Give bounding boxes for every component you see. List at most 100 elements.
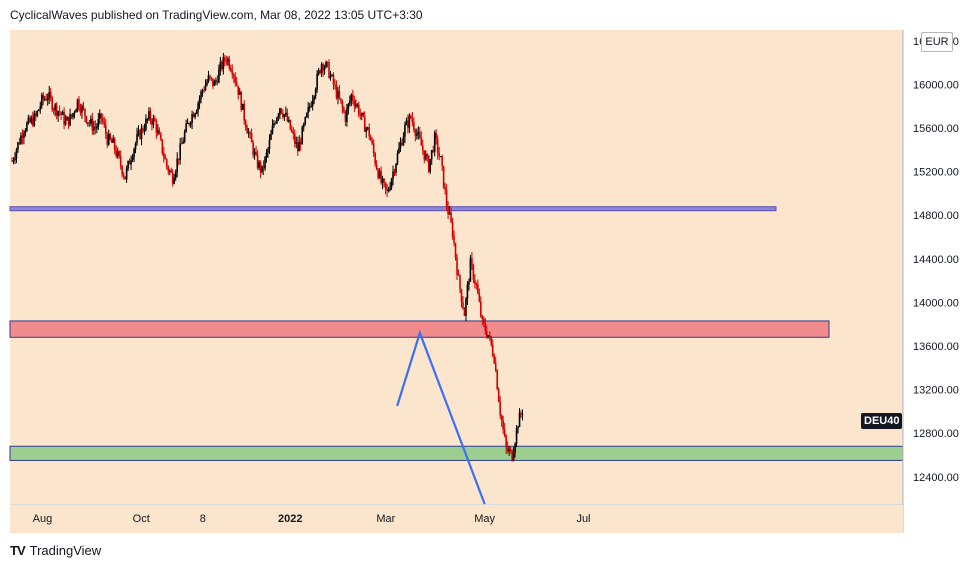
candle [332, 72, 335, 90]
candle [296, 136, 299, 156]
candle [218, 64, 220, 84]
candle [180, 137, 183, 145]
candle [279, 107, 281, 120]
candle [288, 116, 290, 123]
candle [286, 108, 289, 123]
candle [88, 119, 91, 127]
x-tick-label: 2022 [278, 513, 302, 525]
candle [267, 147, 269, 158]
candle [472, 263, 475, 284]
candle [445, 184, 448, 212]
candle [189, 121, 192, 128]
candle [471, 252, 473, 271]
candle [21, 129, 24, 145]
candle [305, 112, 308, 118]
candle [67, 116, 70, 129]
candle [356, 103, 359, 108]
candle [146, 117, 149, 124]
candle [58, 105, 61, 117]
y-tick-label: 15200.00 [913, 167, 959, 179]
candle [113, 137, 116, 155]
candle [512, 446, 515, 462]
candle [115, 145, 117, 159]
candle [334, 79, 336, 90]
candle [419, 126, 421, 140]
candle [40, 92, 43, 109]
candle [387, 186, 390, 193]
candle [372, 139, 375, 157]
candle [238, 87, 241, 95]
candle [429, 159, 432, 175]
candle [24, 128, 27, 137]
y-tick-label: 12800.00 [913, 428, 959, 440]
candle [475, 282, 478, 290]
candle [46, 93, 49, 106]
candle [371, 137, 373, 146]
candle [43, 95, 46, 102]
y-tick-label: 14800.00 [913, 210, 959, 222]
y-axis-area[interactable] [904, 30, 977, 533]
candle [363, 111, 366, 132]
candle [93, 120, 95, 135]
candle [291, 125, 293, 133]
candle [325, 60, 327, 69]
candle [319, 69, 321, 75]
candle [112, 135, 115, 143]
candle [104, 119, 107, 139]
candle [231, 64, 234, 79]
candle [322, 62, 324, 77]
x-axis-area[interactable] [10, 505, 903, 533]
candle [384, 182, 387, 195]
candle [293, 129, 296, 148]
candle [99, 109, 101, 125]
candle [73, 110, 76, 119]
candle [404, 121, 406, 143]
candle [183, 129, 186, 144]
candle [343, 106, 345, 114]
y-tick-label: 16000.00 [913, 79, 959, 91]
candle [11, 157, 13, 162]
candle [197, 101, 199, 117]
candle [444, 182, 446, 195]
candle [374, 151, 376, 167]
candle [45, 93, 48, 102]
publish-header: CyclicalWaves published on TradingView.c… [10, 8, 423, 22]
candle [221, 60, 223, 72]
footer-brand[interactable]: TV TradingView [10, 541, 101, 559]
currency-unit-label[interactable]: EUR [921, 32, 953, 52]
candle [338, 85, 341, 100]
candle [142, 125, 144, 134]
candle [344, 110, 347, 127]
candle [491, 339, 494, 358]
candle [405, 117, 408, 126]
y-tick-label: 12400.00 [913, 472, 959, 484]
candle [227, 56, 229, 66]
candle [468, 278, 470, 291]
candle [414, 128, 417, 142]
candle [52, 107, 55, 115]
candle [194, 112, 196, 120]
candle [103, 116, 106, 129]
candle [122, 171, 125, 180]
candle [347, 102, 350, 115]
candle [23, 130, 25, 145]
candle [91, 112, 94, 135]
candle [285, 106, 287, 117]
candle [381, 175, 384, 190]
candle [96, 123, 98, 134]
candle [474, 274, 476, 289]
candle [186, 118, 189, 124]
candle [81, 103, 83, 119]
candle [295, 136, 298, 149]
candle [352, 89, 354, 105]
x-tick-label: 8 [200, 513, 206, 525]
candle [207, 70, 210, 84]
candle [477, 279, 479, 295]
candle [246, 124, 248, 134]
candle [200, 89, 202, 104]
candle [481, 314, 484, 325]
candle [331, 73, 333, 77]
candle [280, 107, 283, 115]
candle [392, 165, 394, 186]
